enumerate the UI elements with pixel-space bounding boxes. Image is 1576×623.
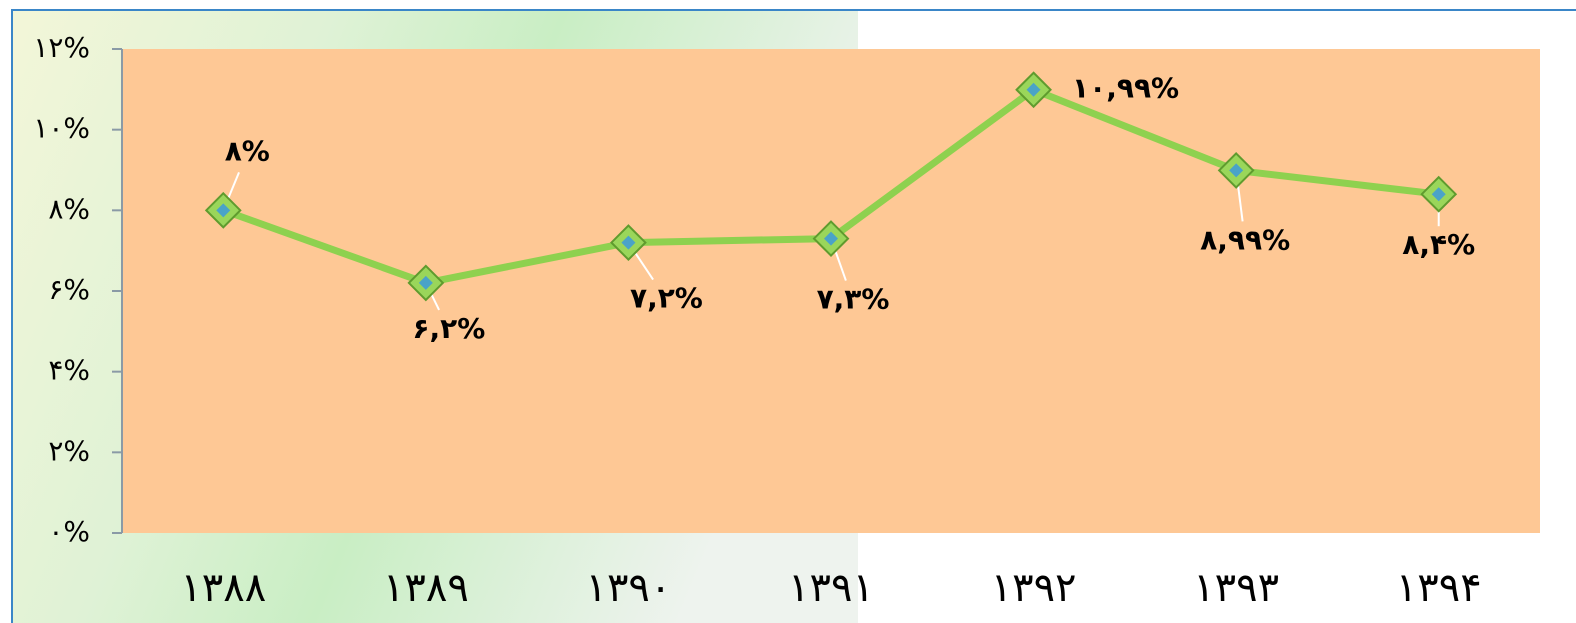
marker-center — [418, 275, 433, 290]
marker-center — [824, 231, 838, 246]
plot-area — [122, 49, 1540, 533]
x-tick-label: ۱۳۹۲ — [991, 565, 1077, 611]
x-tick-label: ۱۳۹۴ — [1396, 565, 1482, 611]
y-tick-label: ۲% — [48, 434, 90, 467]
y-tick-label: ۴% — [48, 354, 90, 387]
x-tick-label: ۱۳۸۹ — [383, 565, 469, 611]
frame — [11, 9, 1576, 623]
marker-center — [1229, 163, 1244, 178]
y-tick-label: ۰% — [48, 515, 90, 548]
x-tick-label: ۱۳۹۰ — [585, 565, 671, 611]
y-tick-label: ۱۰% — [33, 112, 90, 145]
data-label: ۸% — [225, 134, 270, 167]
data-label: ۸,۴% — [1402, 228, 1475, 261]
y-tick-label: ۸% — [48, 192, 90, 225]
data-label: ۷,۳% — [817, 283, 890, 316]
marker-center — [1431, 187, 1446, 202]
data-label: ۷,۲% — [630, 282, 703, 315]
data-label: ۶,۲% — [412, 312, 485, 345]
y-tick-label: ۱۲% — [33, 31, 90, 64]
marker-center — [621, 235, 636, 250]
x-tick-label: ۱۳۹۳ — [1193, 565, 1279, 611]
marker-center — [1026, 82, 1041, 97]
x-tick-label: ۱۳۹۱ — [788, 565, 874, 611]
marker-center — [216, 203, 231, 218]
x-tick-label: ۱۳۸۸ — [180, 565, 266, 611]
data-label: ۸,۹۹% — [1200, 223, 1290, 256]
y-tick-label: ۶% — [48, 273, 90, 306]
data-label: ۱۰,۹۹% — [1072, 72, 1179, 105]
